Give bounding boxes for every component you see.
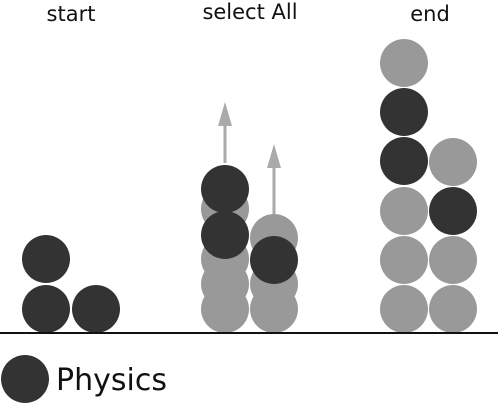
column-label-start: start [47, 2, 96, 26]
physics-ball [22, 235, 70, 283]
physics-ball [250, 236, 298, 284]
physics-ball [201, 211, 249, 259]
physics-ball [380, 137, 428, 185]
static-ball [380, 285, 428, 333]
static-ball [380, 39, 428, 87]
static-ball [380, 187, 428, 235]
static-ball [429, 138, 477, 186]
legend: Physics [1, 355, 167, 403]
static-ball [429, 236, 477, 284]
up-arrow-icon [218, 102, 232, 163]
start-group [22, 235, 120, 333]
static-ball [380, 236, 428, 284]
column-label-end: end [410, 2, 450, 26]
legend-physics-swatch [1, 355, 49, 403]
column-label-select-all: select All [202, 0, 297, 24]
legend-label: Physics [56, 363, 167, 398]
end-group [380, 39, 477, 333]
physics-ball [380, 88, 428, 136]
physics-ball [22, 285, 70, 333]
physics-ball [429, 187, 477, 235]
static-ball [429, 285, 477, 333]
physics-ball [201, 165, 249, 213]
up-arrow-icon [267, 144, 281, 214]
physics-ball [72, 285, 120, 333]
select-all-group [201, 102, 298, 333]
